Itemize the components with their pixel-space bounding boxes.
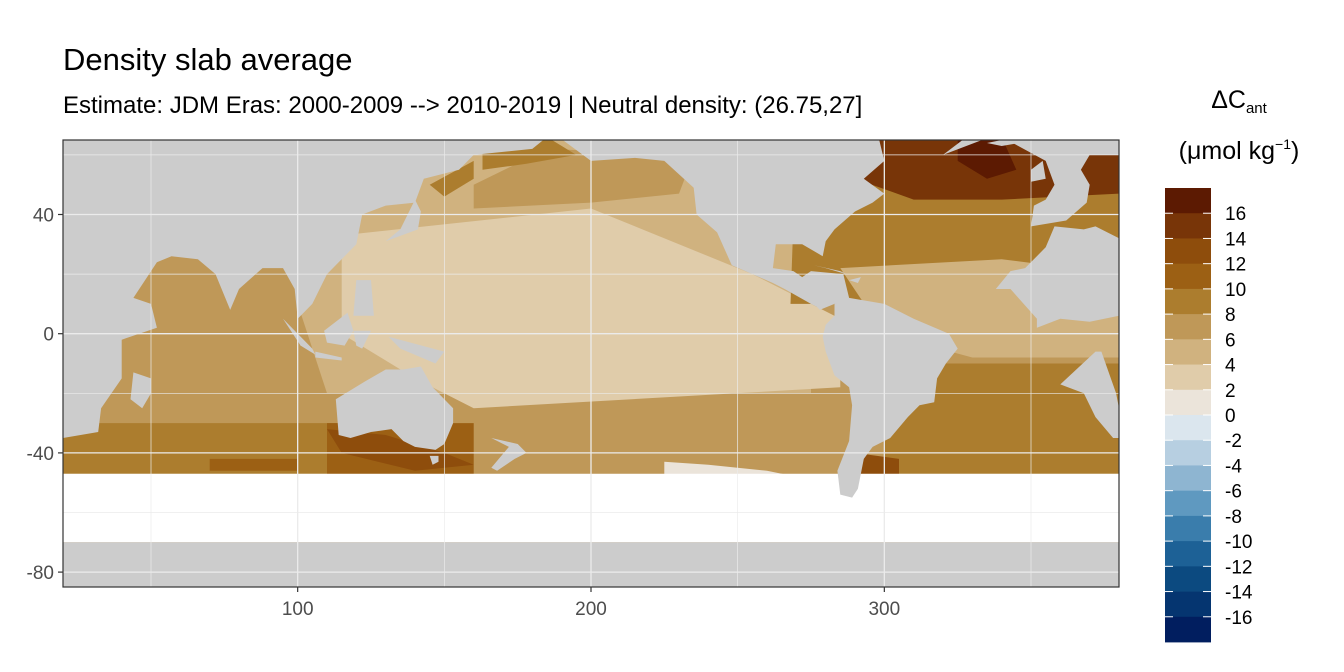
land-mass xyxy=(385,199,421,242)
legend-tick-label: 14 xyxy=(1225,229,1247,250)
legend-swatch xyxy=(1165,616,1211,643)
legend-tick-label: 16 xyxy=(1225,204,1246,225)
x-tick-label: 100 xyxy=(282,599,314,620)
land-mass xyxy=(1007,140,1119,227)
chart-title: Density slab average xyxy=(63,42,353,77)
legend-swatch xyxy=(1165,389,1211,416)
legend-tick-label: -12 xyxy=(1225,557,1252,578)
legend-tick-label: -14 xyxy=(1225,583,1253,604)
ocean-region xyxy=(884,363,1119,474)
land-mass xyxy=(849,277,861,283)
legend-tick-label: 8 xyxy=(1225,305,1236,326)
ocean-region xyxy=(957,140,1017,179)
legend-tick-label: -10 xyxy=(1225,532,1252,553)
legend-tick-label: -4 xyxy=(1225,456,1242,477)
chart-subtitle: Estimate: JDM Eras: 2000-2009 --> 2010-2… xyxy=(63,92,863,119)
y-tick-label: 40 xyxy=(33,206,54,227)
legend-swatch xyxy=(1165,515,1211,542)
land-mass xyxy=(1060,351,1119,438)
legend-swatch xyxy=(1165,541,1211,567)
grid-lines xyxy=(63,140,1119,587)
legend-swatch xyxy=(1165,238,1211,265)
legend-swatch xyxy=(1165,490,1211,517)
x-tick-label: 300 xyxy=(868,599,900,620)
legend-swatch xyxy=(1165,465,1211,492)
land-mass xyxy=(1031,160,1046,182)
land-mass xyxy=(943,140,983,155)
y-tick-label: -80 xyxy=(27,563,54,584)
land-mass xyxy=(822,297,958,498)
land-mass xyxy=(429,455,439,465)
legend-swatch xyxy=(1165,440,1211,466)
land-mass xyxy=(491,438,527,471)
y-tick-label: 0 xyxy=(43,325,54,346)
legend-title: ΔCant xyxy=(1149,86,1329,117)
legend-tick-label: -16 xyxy=(1225,608,1252,629)
legend-swatch xyxy=(1165,213,1211,239)
land-mass xyxy=(130,372,151,409)
legend-unit: (μmol kg−1) xyxy=(1149,136,1329,166)
legend-title-main: ΔC xyxy=(1211,86,1246,114)
land-mass xyxy=(315,351,342,361)
legend-swatch xyxy=(1165,288,1211,315)
y-tick-label: -40 xyxy=(27,444,54,465)
land-mass xyxy=(283,318,316,355)
land-mass xyxy=(562,140,885,310)
legend-tick-label: 0 xyxy=(1225,406,1236,427)
ocean-region xyxy=(473,148,694,209)
legend-swatch xyxy=(1165,263,1211,290)
land-mass xyxy=(995,226,1119,328)
land-mass xyxy=(335,366,454,450)
legend-tick-label: -6 xyxy=(1225,482,1242,503)
ocean-region xyxy=(429,160,474,197)
plot-panel xyxy=(63,140,1119,587)
legend-tick-label: -8 xyxy=(1225,507,1242,528)
land-mass xyxy=(388,336,445,364)
legend-swatch xyxy=(1165,364,1211,391)
legend-tick-label: 2 xyxy=(1225,381,1236,402)
legend-swatch xyxy=(1165,591,1211,618)
legend-unit-exponent: −1 xyxy=(1275,136,1291,152)
legend-tick-label: -2 xyxy=(1225,431,1242,452)
ocean-region xyxy=(209,458,298,471)
legend-swatch xyxy=(1165,566,1211,592)
land-mass xyxy=(324,312,354,346)
legend-swatch xyxy=(1165,339,1211,365)
land-mass xyxy=(353,330,371,349)
legend-tick-label: 10 xyxy=(1225,280,1246,301)
legend-tick-label: 12 xyxy=(1225,255,1246,276)
land-mass xyxy=(353,280,374,316)
legend-tick-label: 4 xyxy=(1225,356,1236,377)
legend-tick-label: 6 xyxy=(1225,330,1236,351)
legend-title-subscript: ant xyxy=(1245,100,1267,117)
legend-swatch xyxy=(1165,314,1211,340)
legend-swatch xyxy=(1165,415,1211,441)
legend-unit-prefix: (μmol kg xyxy=(1178,137,1276,165)
land-mass xyxy=(987,140,1020,146)
legend-unit-suffix: ) xyxy=(1291,137,1300,165)
x-tick-label: 200 xyxy=(575,599,607,620)
legend: 16 14 12 10 8 6 4 2 0 -2 -4 -6 -8 -10 -12 -14 -16 xyxy=(1165,188,1253,643)
legend-swatch xyxy=(1165,188,1211,214)
